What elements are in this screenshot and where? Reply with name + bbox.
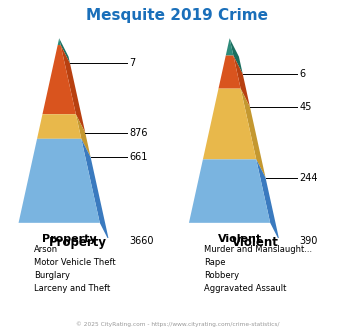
- Polygon shape: [43, 45, 76, 114]
- Text: Rape: Rape: [204, 258, 226, 267]
- Polygon shape: [218, 55, 241, 89]
- Polygon shape: [58, 38, 61, 45]
- Text: 7: 7: [129, 58, 135, 69]
- Polygon shape: [81, 139, 109, 241]
- Text: 244: 244: [299, 173, 318, 183]
- Polygon shape: [189, 159, 270, 223]
- Polygon shape: [203, 89, 256, 159]
- Text: Burglary: Burglary: [34, 271, 70, 280]
- Polygon shape: [61, 45, 85, 133]
- Text: 6: 6: [299, 69, 305, 79]
- Text: 3660: 3660: [129, 236, 153, 246]
- Text: Arson: Arson: [34, 245, 58, 254]
- Polygon shape: [233, 55, 250, 107]
- Text: Property: Property: [49, 236, 107, 249]
- Polygon shape: [241, 89, 266, 178]
- Text: Violent: Violent: [218, 234, 262, 244]
- Polygon shape: [226, 38, 233, 55]
- Polygon shape: [76, 114, 91, 157]
- Text: 45: 45: [299, 102, 312, 112]
- Text: Property: Property: [42, 234, 97, 244]
- Polygon shape: [18, 139, 100, 223]
- Polygon shape: [230, 38, 243, 74]
- Polygon shape: [37, 114, 81, 139]
- Text: 390: 390: [299, 236, 318, 246]
- Text: Larceny and Theft: Larceny and Theft: [34, 284, 110, 293]
- Text: Robbery: Robbery: [204, 271, 239, 280]
- Polygon shape: [59, 38, 70, 63]
- Text: Aggravated Assault: Aggravated Assault: [204, 284, 286, 293]
- Text: Motor Vehicle Theft: Motor Vehicle Theft: [34, 258, 115, 267]
- Text: 876: 876: [129, 128, 147, 138]
- Text: Mesquite 2019 Crime: Mesquite 2019 Crime: [87, 8, 268, 23]
- Text: 661: 661: [129, 152, 147, 162]
- Text: Violent: Violent: [232, 236, 279, 249]
- Text: © 2025 CityRating.com - https://www.cityrating.com/crime-statistics/: © 2025 CityRating.com - https://www.city…: [76, 321, 279, 327]
- Polygon shape: [256, 159, 279, 241]
- Text: Murder and Manslaught...: Murder and Manslaught...: [204, 245, 312, 254]
